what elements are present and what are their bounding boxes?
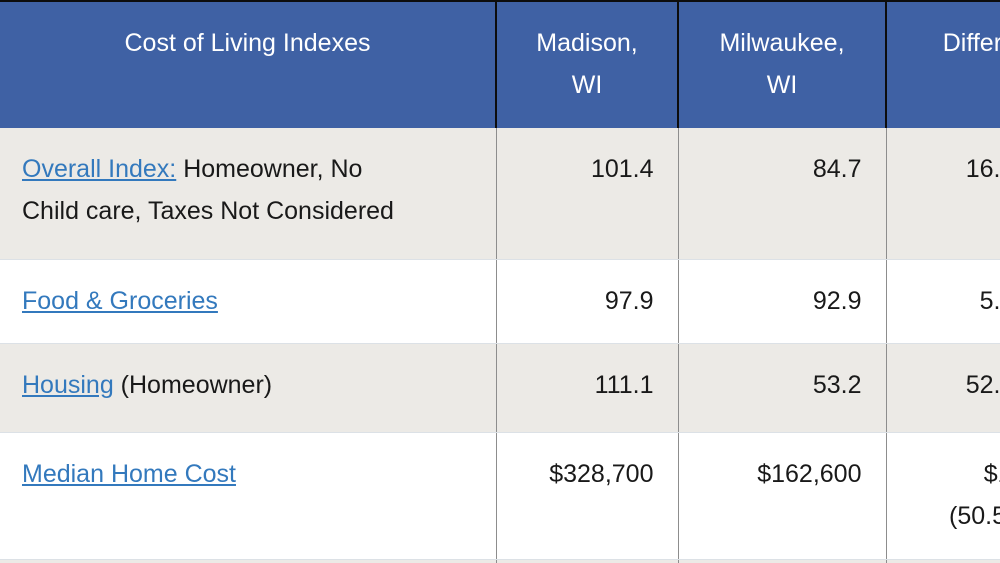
next-row-partial — [0, 559, 1000, 563]
madison-value: 111.1 — [495, 343, 678, 433]
milwaukee-value: 53.2 — [677, 343, 886, 433]
madison-value: $328,700 — [495, 432, 678, 560]
row-label-cell: Overall Index: Homeowner, No Child care,… — [0, 128, 496, 260]
header-difference: Difference — [885, 0, 1000, 128]
row-label-cell: Food & Groceries — [0, 259, 496, 344]
row-label-suffix: (Homeowner) — [113, 370, 273, 399]
difference-value: 5.1% less — [885, 259, 1000, 344]
row-label-cell: Housing (Homeowner) — [0, 343, 496, 433]
median-home-cost-link[interactable]: Median Home Cost — [22, 459, 236, 488]
table-row-overall-index: Overall Index: Homeowner, No Child care,… — [0, 128, 1000, 260]
milwaukee-value: $162,600 — [677, 432, 886, 560]
row-label-cell: Median Home Cost — [0, 432, 496, 560]
difference-value: 16.5% less — [885, 128, 1000, 260]
table-row-housing: Housing (Homeowner) 111.1 53.2 52.1% les… — [0, 343, 1000, 433]
food-groceries-link[interactable]: Food & Groceries — [22, 286, 218, 315]
header-cost-of-living-indexes: Cost of Living Indexes — [0, 0, 496, 128]
row-label-suffix: Homeowner, No Child care, Taxes Not Cons… — [22, 155, 394, 225]
madison-value: 97.9 — [495, 259, 678, 344]
difference-value: 52.1% less — [885, 343, 1000, 433]
difference-value: $166,100 (50.5% less) — [885, 432, 1000, 560]
overall-index-link[interactable]: Overall Index: — [22, 155, 177, 183]
milwaukee-value: 92.9 — [677, 259, 886, 344]
milwaukee-value: 84.7 — [677, 128, 886, 260]
header-city-milwaukee: Milwaukee, WI — [677, 0, 886, 128]
housing-link[interactable]: Housing — [22, 370, 114, 399]
madison-value: 101.4 — [495, 128, 678, 260]
table-header-row: Cost of Living Indexes Madison, WI Milwa… — [0, 0, 1000, 128]
table-row-food-groceries: Food & Groceries 97.9 92.9 5.1% less — [0, 259, 1000, 344]
table-row-median-home-cost: Median Home Cost $328,700 $162,600 $166,… — [0, 432, 1000, 560]
header-city-madison: Madison, WI — [495, 0, 678, 128]
